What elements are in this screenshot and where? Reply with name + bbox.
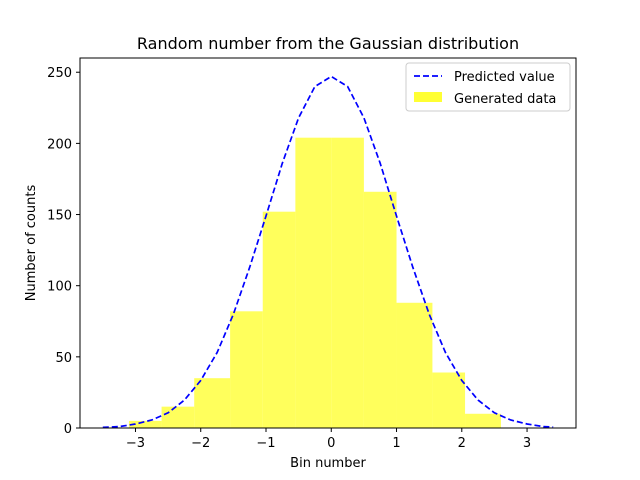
legend-frame [405,62,571,112]
y-axis-label: Number of counts [24,185,39,302]
x-tick-label: −2 [191,436,210,451]
x-tick-label: 1 [392,436,400,451]
histogram-bar [465,413,501,428]
y-tick-label: 100 [47,280,72,295]
plot-area [102,75,554,429]
histogram-bar [295,137,332,428]
x-axis-label: Bin number [290,456,366,471]
x-tick-label: 2 [458,436,466,451]
histogram-bar [262,211,296,428]
legend: Predicted value Generated data [405,62,571,112]
histogram-bar [194,378,231,428]
legend-label-generated: Generated data [454,92,556,107]
chart-title: Random number from the Gaussian distribu… [137,34,519,53]
histogram-bar [128,420,162,428]
histogram-bar [230,311,263,428]
legend-label-predicted: Predicted value [454,70,555,85]
x-tick-label: −1 [256,436,275,451]
histogram-bar [432,372,466,428]
plot-frame [79,57,577,429]
x-tick-label: −3 [126,436,145,451]
histogram-bar [331,137,364,428]
histogram-bar [161,406,195,428]
predicted-curve [102,75,554,429]
y-tick-label: 150 [47,209,72,224]
x-axis: −3 −2 −1 0 1 2 3 [126,428,531,451]
histogram-bar [363,191,397,428]
histogram-bar [396,302,433,428]
y-tick-label: 50 [55,351,72,366]
y-tick-label: 0 [64,422,72,437]
x-tick-label: 3 [523,436,531,451]
y-tick-label: 250 [47,66,72,81]
x-tick-label: 0 [327,436,335,451]
y-tick-label: 200 [47,137,72,152]
y-axis: 0 50 100 150 200 250 [47,66,80,437]
legend-patch-sample [414,92,442,102]
